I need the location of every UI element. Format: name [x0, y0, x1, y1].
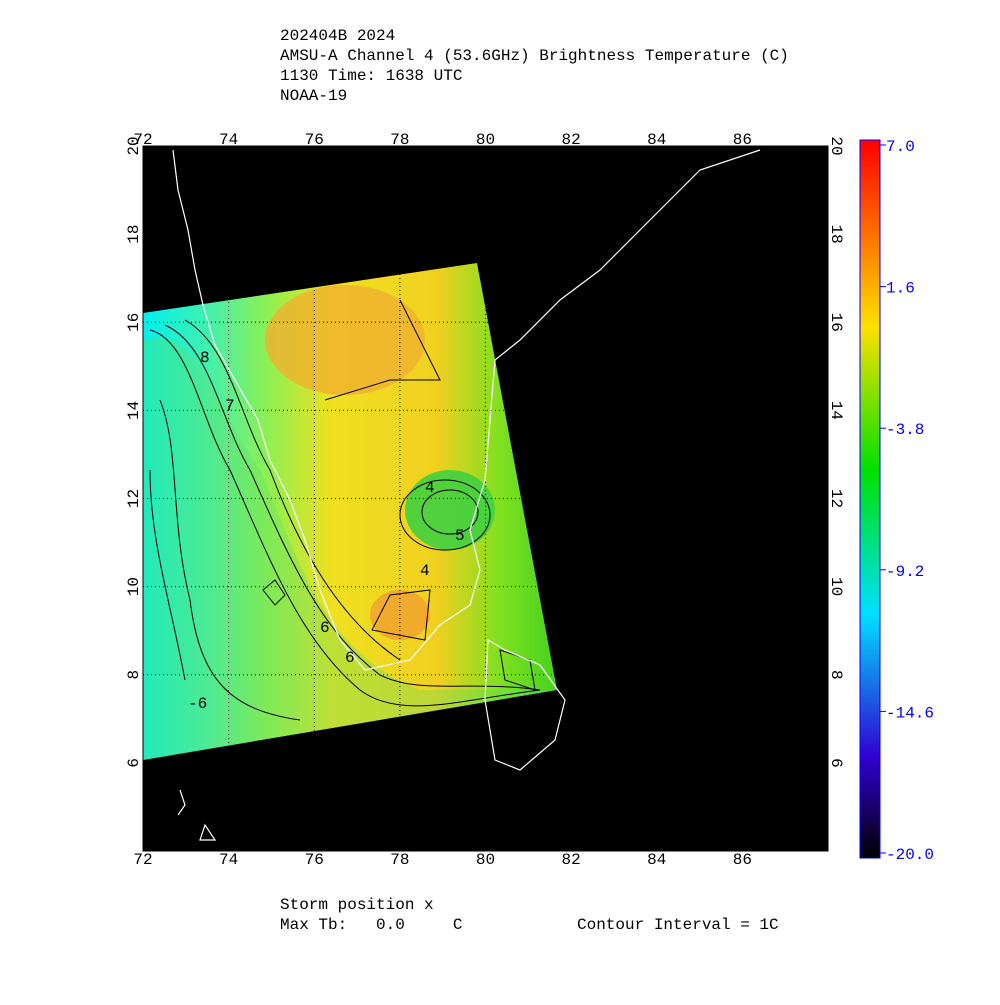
lat-label-left: 10: [125, 577, 143, 596]
contour-label: 8: [200, 349, 210, 367]
header-line: AMSU-A Channel 4 (53.6GHz) Brightness Te…: [280, 47, 789, 65]
header-line: NOAA-19: [280, 87, 347, 105]
lat-label-left: 8: [125, 670, 143, 680]
colorbar-label: 7.0: [886, 138, 915, 156]
header-line: 202404B 2024: [280, 27, 395, 45]
lon-label-bottom: 82: [562, 851, 581, 869]
contour-label: 7: [225, 397, 235, 415]
lon-label-top: 74: [219, 131, 238, 149]
header-line: 1130 Time: 1638 UTC: [280, 67, 462, 85]
contour-label: 6: [320, 619, 330, 637]
coastline: [172, 149, 761, 841]
grid: [143, 263, 557, 760]
lat-label-left: 12: [125, 489, 143, 508]
contour-label: 4: [425, 479, 435, 497]
lon-label-top: 86: [733, 131, 752, 149]
lon-label-top: 78: [390, 131, 409, 149]
contour-interval: Contour Interval = 1C: [577, 916, 779, 934]
contour-labels: 8 7 6 4 5 4 6 -6: [188, 349, 465, 713]
swath: [143, 263, 557, 760]
contour-label: -6: [188, 695, 207, 713]
warm-area: [265, 285, 425, 395]
map-frame: [142, 145, 829, 852]
lon-label-bottom: 86: [733, 851, 752, 869]
colorbar-label: 1.6: [886, 280, 915, 298]
contour-label: 6: [345, 649, 355, 667]
lon-label-bottom: 76: [305, 851, 324, 869]
contour-label: 4: [420, 562, 430, 580]
lat-label-left: 14: [125, 401, 143, 420]
lat-label-left: 16: [125, 313, 143, 332]
lat-label-right: 8: [827, 670, 845, 680]
lat-label-left: 20: [125, 136, 143, 155]
lon-label-top: 82: [562, 131, 581, 149]
lat-label-left: 6: [125, 758, 143, 768]
cold-area: [405, 470, 495, 550]
lat-label-right: 14: [827, 401, 845, 420]
lon-label-bottom: 78: [390, 851, 409, 869]
lon-label-bottom: 74: [219, 851, 238, 869]
lon-label-bottom: 84: [647, 851, 666, 869]
lon-label-top: 76: [305, 131, 324, 149]
gradient-band: [143, 337, 557, 760]
lat-label-right: 6: [827, 758, 845, 768]
max-tb: Max Tb: 0.0 C: [280, 916, 462, 934]
colorbar: [859, 139, 881, 859]
lon-label-bottom: 80: [476, 851, 495, 869]
lon-label-top: 84: [647, 131, 666, 149]
contour-label: 5: [455, 527, 465, 545]
lat-label-right: 18: [827, 225, 845, 244]
colorbar-label: -14.6: [886, 704, 934, 722]
header: 202404B 2024 AMSU-A Channel 4 (53.6GHz) B…: [280, 27, 789, 105]
lat-label-right: 16: [827, 313, 845, 332]
contours: [149, 299, 541, 721]
lon-label-top: 72: [133, 131, 152, 149]
lat-label-right: 20: [827, 136, 845, 155]
lon-label-bottom: 72: [133, 851, 152, 869]
lon-label-top: 80: [476, 131, 495, 149]
storm-position: Storm position x: [280, 896, 434, 914]
lat-label-right: 12: [827, 489, 845, 508]
colorbar-label: -3.8: [886, 421, 924, 439]
lat-label-right: 10: [827, 577, 845, 596]
colorbar-label: -20.0: [886, 846, 934, 864]
colorbar-label: -9.2: [886, 563, 924, 581]
lat-label-left: 18: [125, 225, 143, 244]
